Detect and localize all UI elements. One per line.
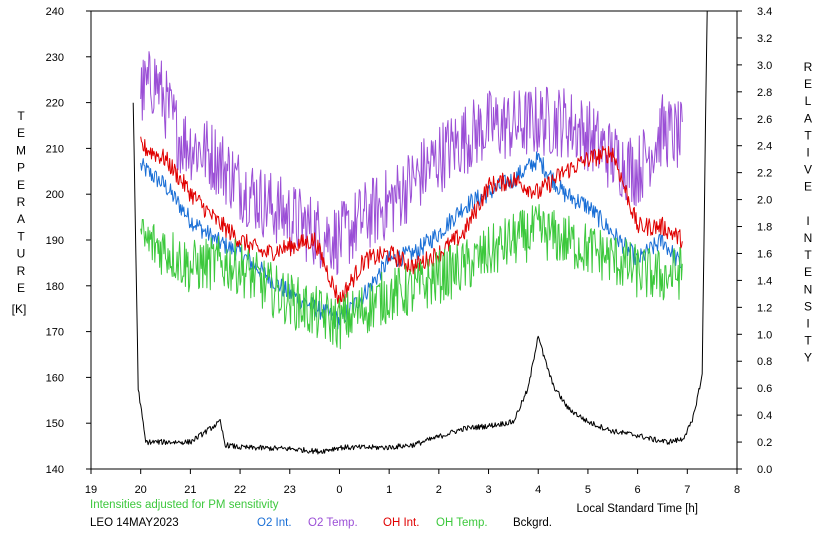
x-tick-label: 21 — [184, 484, 196, 496]
left-tick-label: 160 — [46, 372, 64, 384]
axis-title-letter: I — [806, 146, 809, 160]
x-tick-label: 2 — [436, 484, 442, 496]
right-tick-label: 3.2 — [757, 33, 772, 45]
x-tick-label: 19 — [85, 484, 97, 496]
right-tick-label: 2.0 — [757, 195, 772, 207]
x-axis-label: Local Standard Time [h] — [577, 503, 698, 515]
x-axis-tick-labels: 19 20 21 22 23 0 1 2 3 4 5 6 7 8 — [85, 484, 740, 496]
axis-title-letter: T — [804, 334, 812, 348]
axis-title-letter: T — [17, 229, 25, 243]
right-tick-label: 0.0 — [757, 464, 772, 476]
axis-title-letter: A — [804, 111, 812, 125]
right-tick-label: 1.6 — [757, 248, 772, 260]
right-tick-label: 2.8 — [757, 87, 772, 99]
right-tick-label: 0.6 — [757, 383, 772, 395]
axis-title-letter: M — [16, 143, 26, 157]
x-tick-label: 7 — [684, 484, 690, 496]
axis-title-letter: E — [17, 178, 25, 192]
note-pm-sensitivity: Intensities adjusted for PM sensitivity — [90, 499, 279, 511]
right-tick-label: 3.0 — [757, 60, 772, 72]
left-tick-label: 210 — [46, 143, 64, 155]
left-tick-label: 150 — [46, 418, 64, 430]
axis-title-letter: Y — [804, 351, 812, 365]
right-tick-label: 2.2 — [757, 168, 772, 180]
legend: O2 Int. O2 Temp. OH Int. OH Temp. Bckgrd… — [257, 517, 552, 529]
legend-o2-temp: O2 Temp. — [308, 517, 358, 529]
x-tick-label: 0 — [336, 484, 342, 496]
legend-oh-int: OH Int. — [383, 517, 419, 529]
x-tick-label: 8 — [734, 484, 740, 496]
x-tick-label: 22 — [234, 484, 246, 496]
x-tick-label: 5 — [585, 484, 591, 496]
series-line-o2-temp — [140, 51, 683, 276]
left-tick-label: 240 — [46, 6, 64, 18]
series-line-oh-int — [140, 136, 683, 309]
right-axis-tick-labels: 0.0 0.2 0.4 0.6 0.8 1.0 1.2 1.4 1.6 1.8 2.0 2.2 2.4 2… — [757, 6, 772, 476]
series-line-bckgrd — [132, 10, 708, 455]
left-axis-unit: [K] — [12, 302, 27, 316]
left-tick-label: 180 — [46, 281, 64, 293]
left-axis-tick-labels: 140 150 160 170 180 190 200 210 220 230 240 — [46, 6, 64, 476]
right-tick-label: 1.4 — [757, 275, 772, 287]
left-tick-label: 200 — [46, 189, 64, 201]
right-tick-label: 2.6 — [757, 114, 772, 126]
axis-title-letter: N — [804, 231, 813, 245]
legend-o2-int: O2 Int. — [257, 517, 292, 529]
axis-title-letter: E — [17, 281, 25, 295]
left-tick-label: 140 — [46, 464, 64, 476]
x-tick-label: 6 — [635, 484, 641, 496]
axis-title-letter: E — [804, 265, 812, 279]
left-tick-label: 230 — [46, 52, 64, 64]
axis-title-letter: P — [17, 161, 25, 175]
left-tick-label: 190 — [46, 235, 64, 247]
right-tick-label: 0.8 — [757, 356, 772, 368]
right-tick-label: 3.4 — [757, 6, 772, 18]
axis-title-letter: S — [804, 299, 812, 313]
axis-title-letter: L — [805, 94, 812, 108]
tick-marks — [86, 10, 742, 474]
right-tick-label: 0.4 — [757, 410, 772, 422]
axis-title-letter: R — [17, 264, 26, 278]
legend-bckgrd: Bckgrd. — [513, 517, 552, 529]
axis-title-letter: E — [804, 180, 812, 194]
x-tick-label: 4 — [535, 484, 541, 496]
axis-title-letter: U — [17, 247, 26, 261]
axis-title-letter: R — [17, 195, 26, 209]
x-tick-label: 23 — [284, 484, 296, 496]
axis-title-letter: T — [804, 128, 812, 142]
axis-title-letter: T — [17, 109, 25, 123]
right-tick-label: 2.4 — [757, 141, 772, 153]
axis-title-letter: I — [806, 317, 809, 331]
axis-title-letter: T — [804, 248, 812, 262]
left-tick-label: 170 — [46, 327, 64, 339]
series-layer — [132, 10, 708, 455]
series-line-oh-temp — [140, 204, 683, 350]
right-tick-label: 1.2 — [757, 302, 772, 314]
plot-frame — [90, 10, 738, 470]
right-tick-label: 0.2 — [757, 437, 772, 449]
axis-title-letter: E — [17, 126, 25, 140]
right-tick-label: 1.8 — [757, 222, 772, 234]
right-tick-label: 1.0 — [757, 329, 772, 341]
station-label: LEO 14MAY2023 — [90, 517, 179, 529]
axis-title-letter: V — [804, 163, 812, 177]
axis-title-letter: N — [804, 282, 813, 296]
axis-title-letter: I — [806, 214, 809, 228]
axis-title-letter: E — [804, 77, 812, 91]
x-tick-label: 1 — [386, 484, 392, 496]
legend-oh-temp: OH Temp. — [436, 517, 488, 529]
x-tick-label: 20 — [135, 484, 147, 496]
axis-title-letter: R — [804, 60, 813, 74]
left-tick-label: 220 — [46, 98, 64, 110]
axis-title-letter: A — [17, 212, 25, 226]
x-tick-label: 3 — [485, 484, 491, 496]
